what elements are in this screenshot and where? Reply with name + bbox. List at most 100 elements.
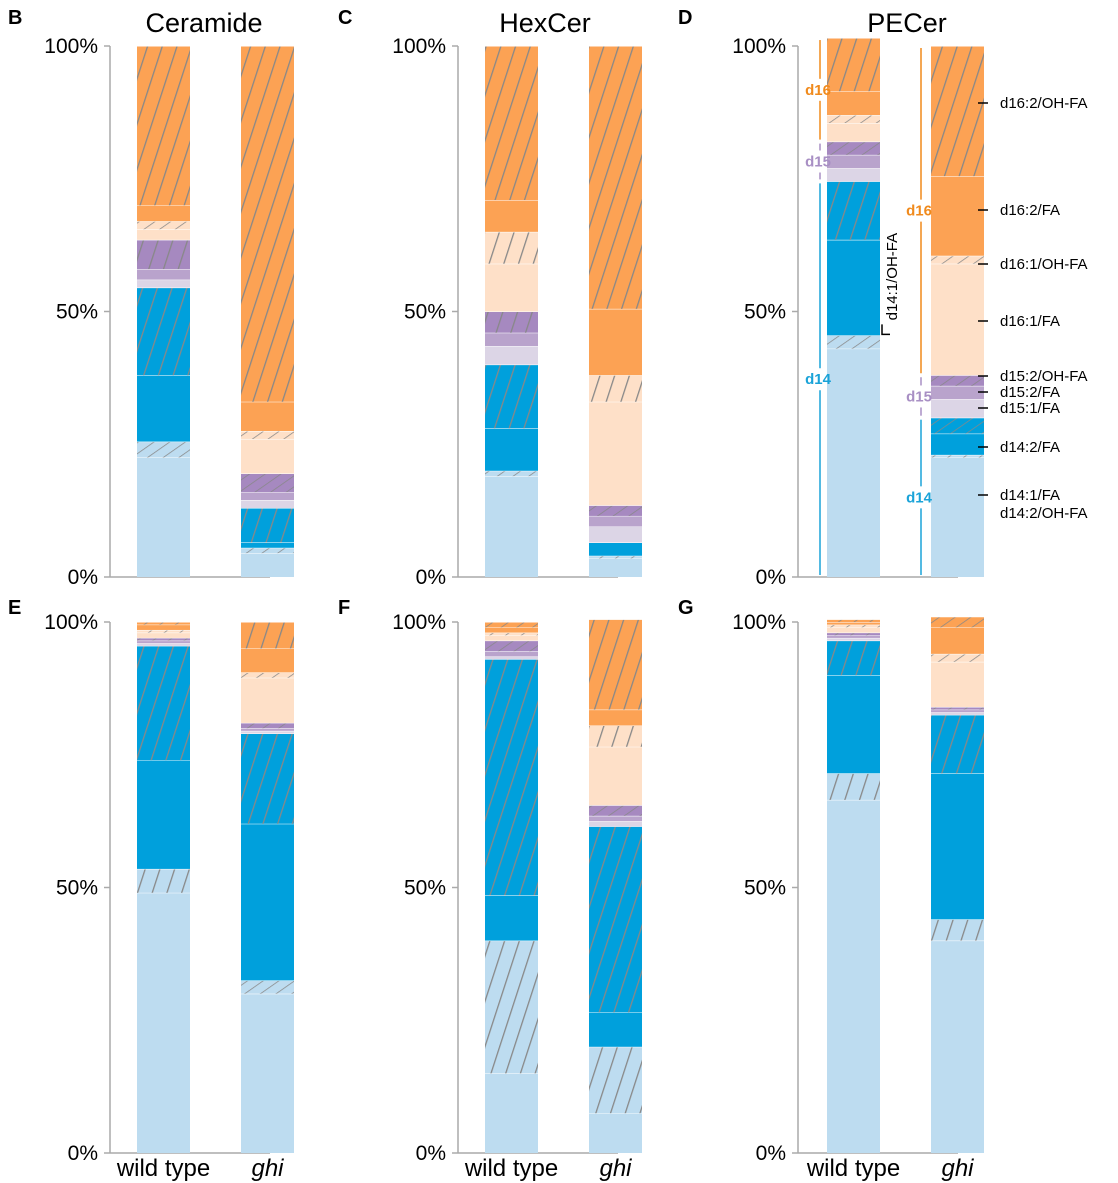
- bar-segment-d14-1-fa: [827, 799, 880, 1153]
- bar-segment-d14-2-fa: [827, 675, 880, 774]
- bar-segment-d16-1-fa: [137, 229, 190, 240]
- bar-segment-hatch: [931, 375, 984, 386]
- bar-segment-d16-1-fa: [827, 122, 880, 142]
- bar-ghi: [589, 618, 642, 1153]
- bar-segment-d16-1-fa: [137, 632, 190, 638]
- category-label: ghi: [941, 1155, 974, 1182]
- panel-letter: F: [338, 597, 350, 619]
- bar-segment-hatch: [589, 1046, 642, 1114]
- bar-wild-type: [485, 621, 538, 1153]
- bar-segment-hatch: [827, 640, 880, 676]
- panel-title: PECer: [867, 8, 947, 38]
- bar-segment-hatch: [589, 46, 642, 309]
- bar-segment-d15-1-fa: [241, 730, 294, 734]
- bar-segment-hatch: [931, 454, 984, 458]
- bar-segment-d15-1-fa: [827, 168, 880, 182]
- bar-ghi: [931, 616, 984, 1153]
- bar-segment-hatch: [485, 470, 538, 477]
- category-label: ghi: [251, 1155, 284, 1182]
- bar-segment-d14-2-fa: [485, 895, 538, 941]
- bar-segment-hatch: [137, 637, 190, 641]
- bar-segment-hatch: [485, 46, 538, 200]
- bar-segment-d15-1-fa: [589, 526, 642, 543]
- bar-segment-hatch: [241, 622, 294, 649]
- bar-ghi: [241, 621, 294, 1153]
- bar-segment-d15-2-fa: [827, 154, 880, 169]
- legend-item-d15-1-fa: d15:1/FA: [1000, 400, 1060, 417]
- panel-title: HexCer: [499, 8, 591, 38]
- panel-letter: E: [8, 597, 21, 619]
- bar-segment-hatch: [137, 287, 190, 376]
- bar-segment-hatch: [241, 473, 294, 493]
- bar-segment-d16-2-fa: [485, 199, 538, 232]
- bar-segment-d15-2-fa: [137, 640, 190, 644]
- bar-segment-d15-2-fa: [589, 815, 642, 822]
- bar-segment-hatch: [589, 826, 642, 1013]
- group-label-d16: d16: [906, 203, 932, 220]
- panel-letter: C: [338, 7, 352, 29]
- y-tick-label: 0%: [756, 566, 786, 589]
- y-tick-label: 0%: [416, 566, 446, 589]
- bar-segment-hatch: [241, 507, 294, 543]
- panel-g: G 0% 50% 100% wild type ghi: [678, 597, 984, 1182]
- bar-segment-hatch: [931, 616, 984, 628]
- y-tick-label: 0%: [416, 1142, 446, 1165]
- bar-segment-d16-2-fa: [241, 401, 294, 431]
- bar-segment-d15-2-fa: [589, 515, 642, 527]
- bar-segment-d15-1-fa: [137, 643, 190, 646]
- bar-segment-hatch: [241, 672, 294, 678]
- bar-segment-d16-1-fa: [931, 661, 984, 707]
- bar-segment-d15-2-fa: [827, 635, 880, 638]
- bar-segment-d14-1-fa: [241, 553, 294, 577]
- bar-segment-d16-2-fa: [589, 308, 642, 376]
- bar-segment-hatch: [241, 722, 294, 729]
- bar-segment-d15-2-fa: [137, 269, 190, 280]
- y-tick-label: 0%: [68, 566, 98, 589]
- panel-b: B Ceramide 0% 50% 100%: [8, 7, 294, 589]
- y-tick-label: 100%: [44, 35, 98, 58]
- bar-segment-hatch: [827, 335, 880, 349]
- bar-segment-d15-1-fa: [485, 346, 538, 365]
- bar-segment-d15-2-fa: [485, 332, 538, 347]
- bar-segment-d14-2-fa: [137, 760, 190, 869]
- inner-label-bracket: [881, 324, 890, 336]
- bar-segment-d14-2-fa: [137, 375, 190, 442]
- bar-segment-hatch: [931, 46, 984, 177]
- bar-segment-d16-1-fa: [931, 263, 984, 376]
- bar-segment-hatch: [827, 141, 880, 155]
- group-label-d15: d15: [906, 388, 932, 405]
- y-tick-label: 100%: [732, 611, 786, 634]
- bar-segment-d15-2-fa: [241, 728, 294, 731]
- legend: d16:2/OH-FA d16:2/FA d16:1/OH-FA d16:1/FA d1…: [978, 95, 1088, 522]
- panel-letter: D: [678, 7, 692, 29]
- bar-segment-hatch: [589, 619, 642, 710]
- category-label: wild type: [806, 1155, 900, 1182]
- bar-segment-hatch: [137, 629, 190, 633]
- bar-segment-hatch: [241, 547, 294, 554]
- bar-segment-hatch: [485, 311, 538, 333]
- bar-segment-d14-2-fa: [589, 1012, 642, 1047]
- bar-segment-d16-2-fa: [137, 205, 190, 222]
- group-label-d14: d14: [805, 371, 832, 388]
- category-label: wild type: [464, 1155, 558, 1182]
- bar-segment-hatch: [931, 919, 984, 941]
- bar-segment-d15-2-fa: [931, 709, 984, 713]
- bar-segment-d16-2-fa: [827, 91, 880, 116]
- panel-c: C HexCer 0% 50% 100%: [338, 7, 642, 589]
- bar-segment-hatch: [137, 622, 190, 625]
- bar-wild-type: [137, 45, 190, 577]
- group-label-d15: d15: [805, 153, 831, 170]
- bar-segment-hatch: [827, 773, 880, 800]
- category-label: wild type: [116, 1155, 210, 1182]
- y-tick-label: 50%: [744, 877, 786, 900]
- legend-item-d16-1-oh-fa: d16:1/OH-FA: [1000, 256, 1088, 273]
- bar-segment-d16-1-fa: [241, 677, 294, 723]
- bar-segment-d14-2-fa: [931, 773, 984, 920]
- bar-segment-hatch: [241, 46, 294, 402]
- bar-segment-d14-1-fa: [931, 457, 984, 577]
- bar-segment-hatch: [241, 980, 294, 994]
- bar-segment-hatch: [827, 181, 880, 240]
- bar-segment-d15-1-fa: [827, 637, 880, 641]
- bar-segment-hatch: [137, 441, 190, 458]
